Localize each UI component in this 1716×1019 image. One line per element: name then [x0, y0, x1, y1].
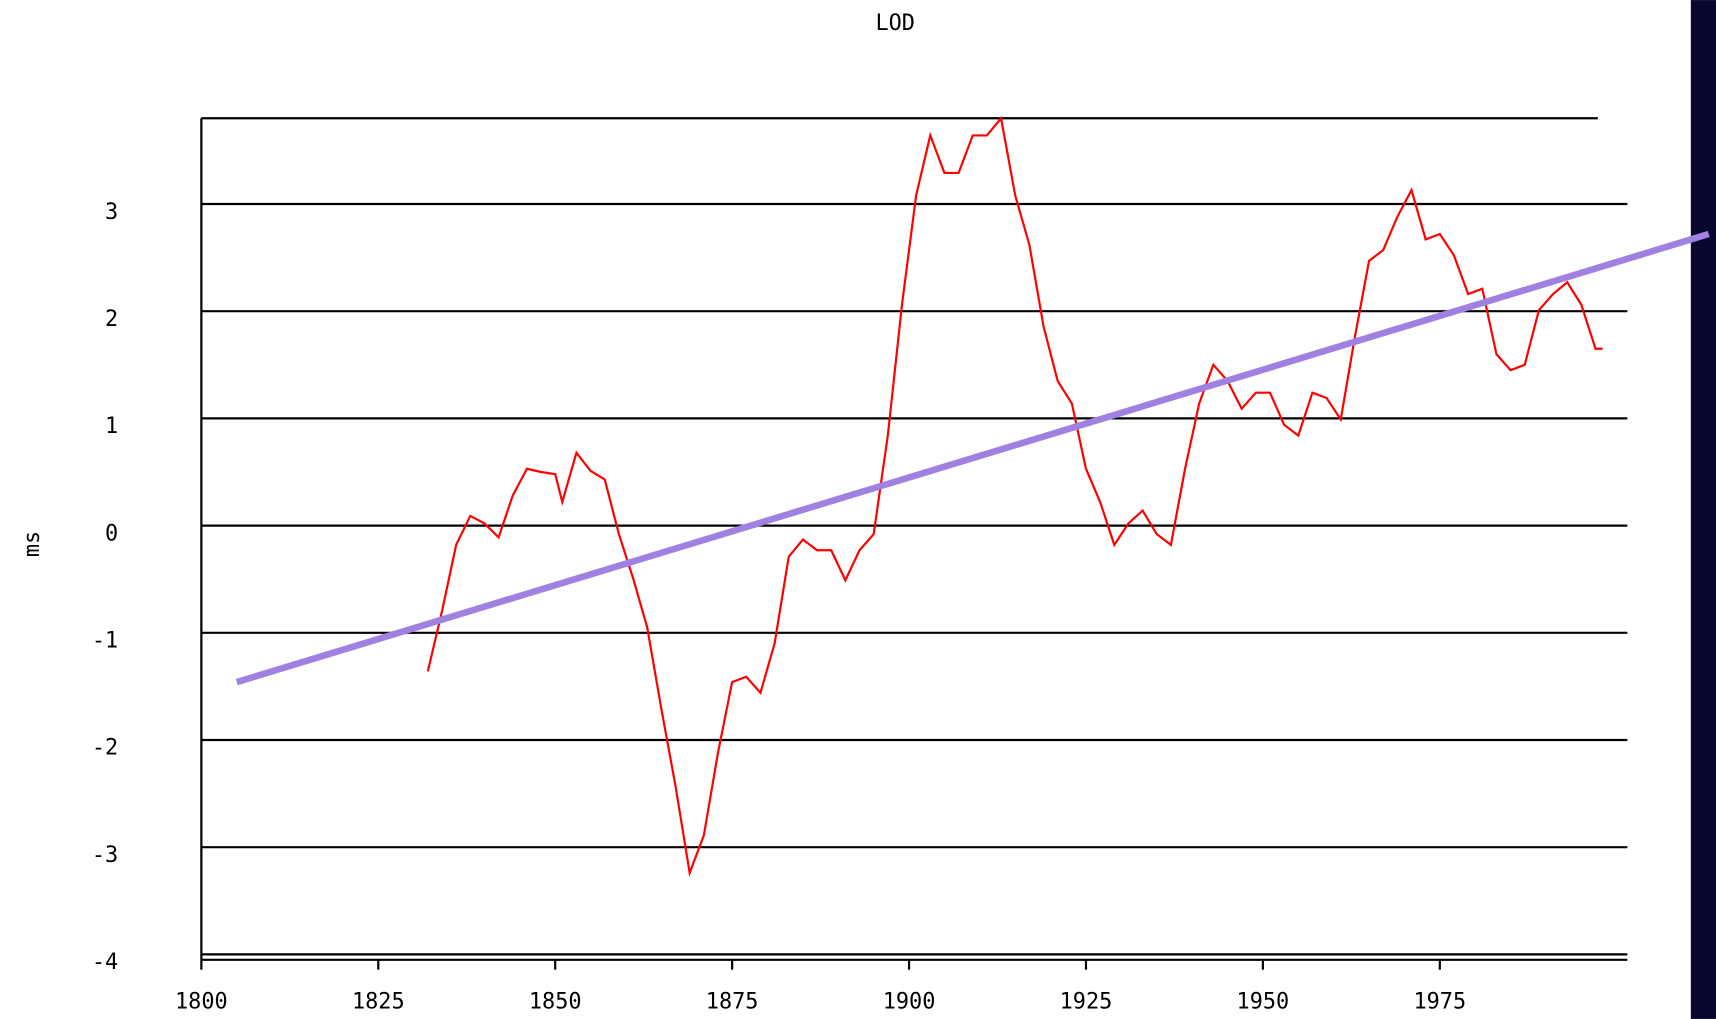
y-tick-label: 1 — [105, 414, 118, 439]
y-tick-label: 2 — [105, 307, 118, 332]
x-tick-label: 1975 — [1413, 990, 1466, 1015]
x-tick-label: 1900 — [883, 990, 936, 1015]
data-line — [426, 115, 1603, 878]
y-axis-label: ms — [20, 531, 45, 557]
x-tick-label: 1825 — [352, 990, 405, 1015]
y-tick-label: -1 — [92, 629, 118, 654]
x-tick-label: 1950 — [1237, 990, 1290, 1015]
x-tick-label: 1925 — [1060, 990, 1113, 1015]
y-tick-label: 0 — [105, 521, 118, 546]
chart-title: LOD — [875, 11, 915, 36]
x-tick-label: 1850 — [529, 990, 582, 1015]
y-tick-label: 3 — [105, 200, 118, 225]
side-bar — [1690, 0, 1716, 1019]
y-tick-label: -3 — [92, 843, 118, 868]
x-tick-label: 1875 — [706, 990, 759, 1015]
data-line — [235, 230, 1710, 686]
y-tick-label: -2 — [92, 736, 118, 761]
y-tick-label: -4 — [92, 950, 118, 975]
x-tick-label: 1800 — [175, 990, 228, 1015]
